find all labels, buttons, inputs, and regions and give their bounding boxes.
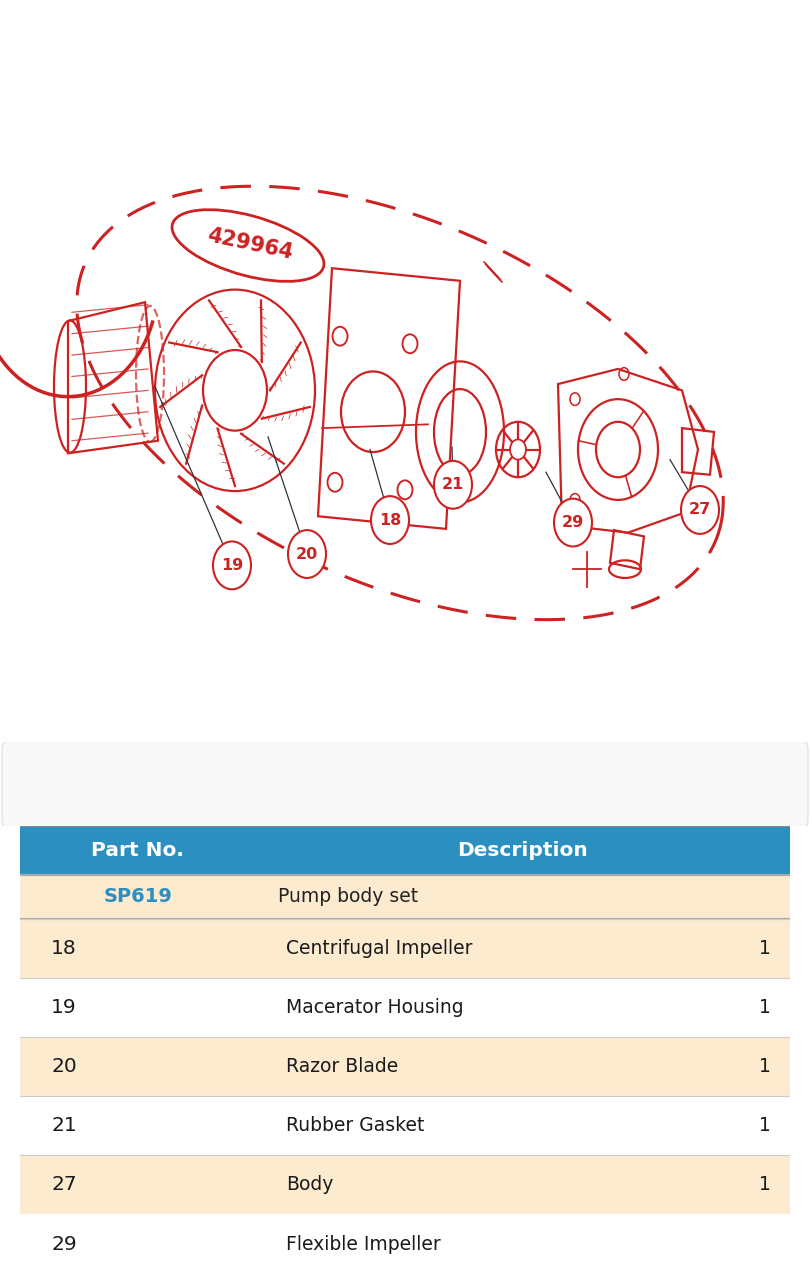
Bar (255, 919, 697, 978)
Text: 29: 29 (51, 1234, 77, 1253)
Text: 27: 27 (51, 1175, 77, 1194)
Text: 18: 18 (379, 512, 401, 527)
Text: Flexible Impeller: Flexible Impeller (286, 1234, 441, 1253)
Circle shape (681, 486, 719, 534)
Circle shape (213, 541, 251, 589)
Bar (255, 827, 790, 876)
Circle shape (288, 530, 326, 579)
Bar (697, 1215, 790, 1274)
Bar (255, 1215, 697, 1274)
Bar (697, 919, 790, 978)
Bar (255, 1096, 697, 1156)
Bar (20, 919, 255, 978)
Bar (255, 1156, 697, 1215)
Text: 21: 21 (51, 1116, 77, 1135)
Text: 429964: 429964 (205, 225, 295, 264)
Text: 18: 18 (51, 938, 77, 957)
Circle shape (371, 497, 409, 544)
Text: Pump body set: Pump body set (278, 887, 418, 906)
Text: 19: 19 (51, 998, 77, 1018)
Bar (20, 1096, 255, 1156)
Text: 1: 1 (759, 1175, 770, 1194)
Text: 19: 19 (221, 558, 243, 573)
Circle shape (554, 499, 592, 547)
Circle shape (434, 461, 472, 508)
Text: 29: 29 (562, 515, 584, 530)
Text: 1: 1 (759, 1057, 770, 1076)
Bar (20, 1037, 255, 1096)
Bar (255, 876, 790, 919)
Text: Centrifugal Impeller: Centrifugal Impeller (286, 938, 472, 957)
Bar (697, 1037, 790, 1096)
Text: Body: Body (286, 1175, 333, 1194)
Bar (20, 827, 255, 876)
Text: 27: 27 (688, 503, 711, 517)
Bar (255, 1037, 697, 1096)
Bar (20, 1156, 255, 1215)
Bar (697, 1096, 790, 1156)
Text: Razor Blade: Razor Blade (286, 1057, 398, 1076)
Text: 1: 1 (759, 998, 770, 1018)
Text: 1: 1 (759, 1116, 770, 1135)
Bar (255, 978, 697, 1037)
Text: SP619: SP619 (103, 887, 172, 906)
Bar (697, 978, 790, 1037)
Text: 21: 21 (442, 477, 464, 493)
Text: Macerator Housing: Macerator Housing (286, 998, 463, 1018)
Text: Rubber Gasket: Rubber Gasket (286, 1116, 424, 1135)
Bar (697, 1156, 790, 1215)
Bar (20, 1215, 255, 1274)
Text: 20: 20 (51, 1057, 77, 1076)
Text: Part No.: Part No. (92, 841, 184, 860)
Text: Description: Description (457, 841, 588, 860)
Text: 20: 20 (296, 547, 318, 562)
Text: 1: 1 (759, 938, 770, 957)
Bar (20, 978, 255, 1037)
Bar (20, 876, 255, 919)
FancyBboxPatch shape (2, 741, 808, 828)
